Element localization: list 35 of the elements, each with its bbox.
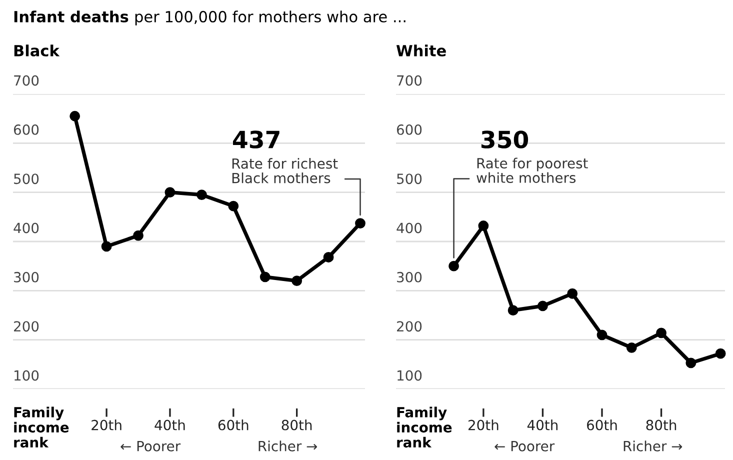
annotation: 437	[233, 130, 280, 148]
annotation: Rate for poorest white mothers	[476, 158, 588, 183]
text: ← Poorer	[494, 441, 555, 452]
x-tick-label: 20th	[468, 420, 498, 430]
text: Richer →	[258, 440, 318, 452]
x-tick-label: 40th	[154, 420, 185, 430]
x-tick-label: 20th	[92, 420, 122, 430]
y-tick-label: 300	[14, 272, 39, 282]
annotation: Rate for richest Black mothers	[232, 158, 338, 184]
chart-title: Infant deaths per 100,000 for mothers who are ...	[14, 10, 406, 26]
chart-subtitle: White	[396, 44, 446, 56]
y-tick-label: 600	[396, 124, 422, 135]
x-tick-label: 60th	[218, 420, 248, 430]
text: ← Poorer	[120, 441, 181, 452]
y-tick-label: 700	[397, 75, 422, 86]
y-tick-label: 700	[14, 75, 39, 86]
y-tick-label: 400	[14, 222, 39, 234]
x-axis-title: Family income rank	[14, 406, 69, 448]
y-tick-label: 500	[397, 174, 422, 184]
annotation: 350	[481, 130, 528, 148]
y-tick-label: 500	[14, 174, 39, 184]
y-tick-label: 100	[14, 370, 39, 381]
y-tick-label: 200	[397, 321, 422, 332]
text: Richer →	[624, 440, 682, 452]
y-tick-label: 200	[14, 321, 39, 332]
chart-subtitle: Black	[14, 44, 60, 56]
y-tick-label: 300	[397, 272, 422, 282]
x-axis-title: Family income rank	[397, 406, 452, 448]
y-tick-label: 400	[396, 222, 422, 234]
x-tick-label: 80th	[282, 420, 312, 430]
x-tick-label: 80th	[646, 420, 676, 430]
y-tick-label: 100	[398, 370, 422, 381]
x-tick-label: 60th	[587, 420, 617, 430]
x-tick-label: 40th	[527, 420, 558, 430]
y-tick-label: 600	[14, 124, 39, 135]
